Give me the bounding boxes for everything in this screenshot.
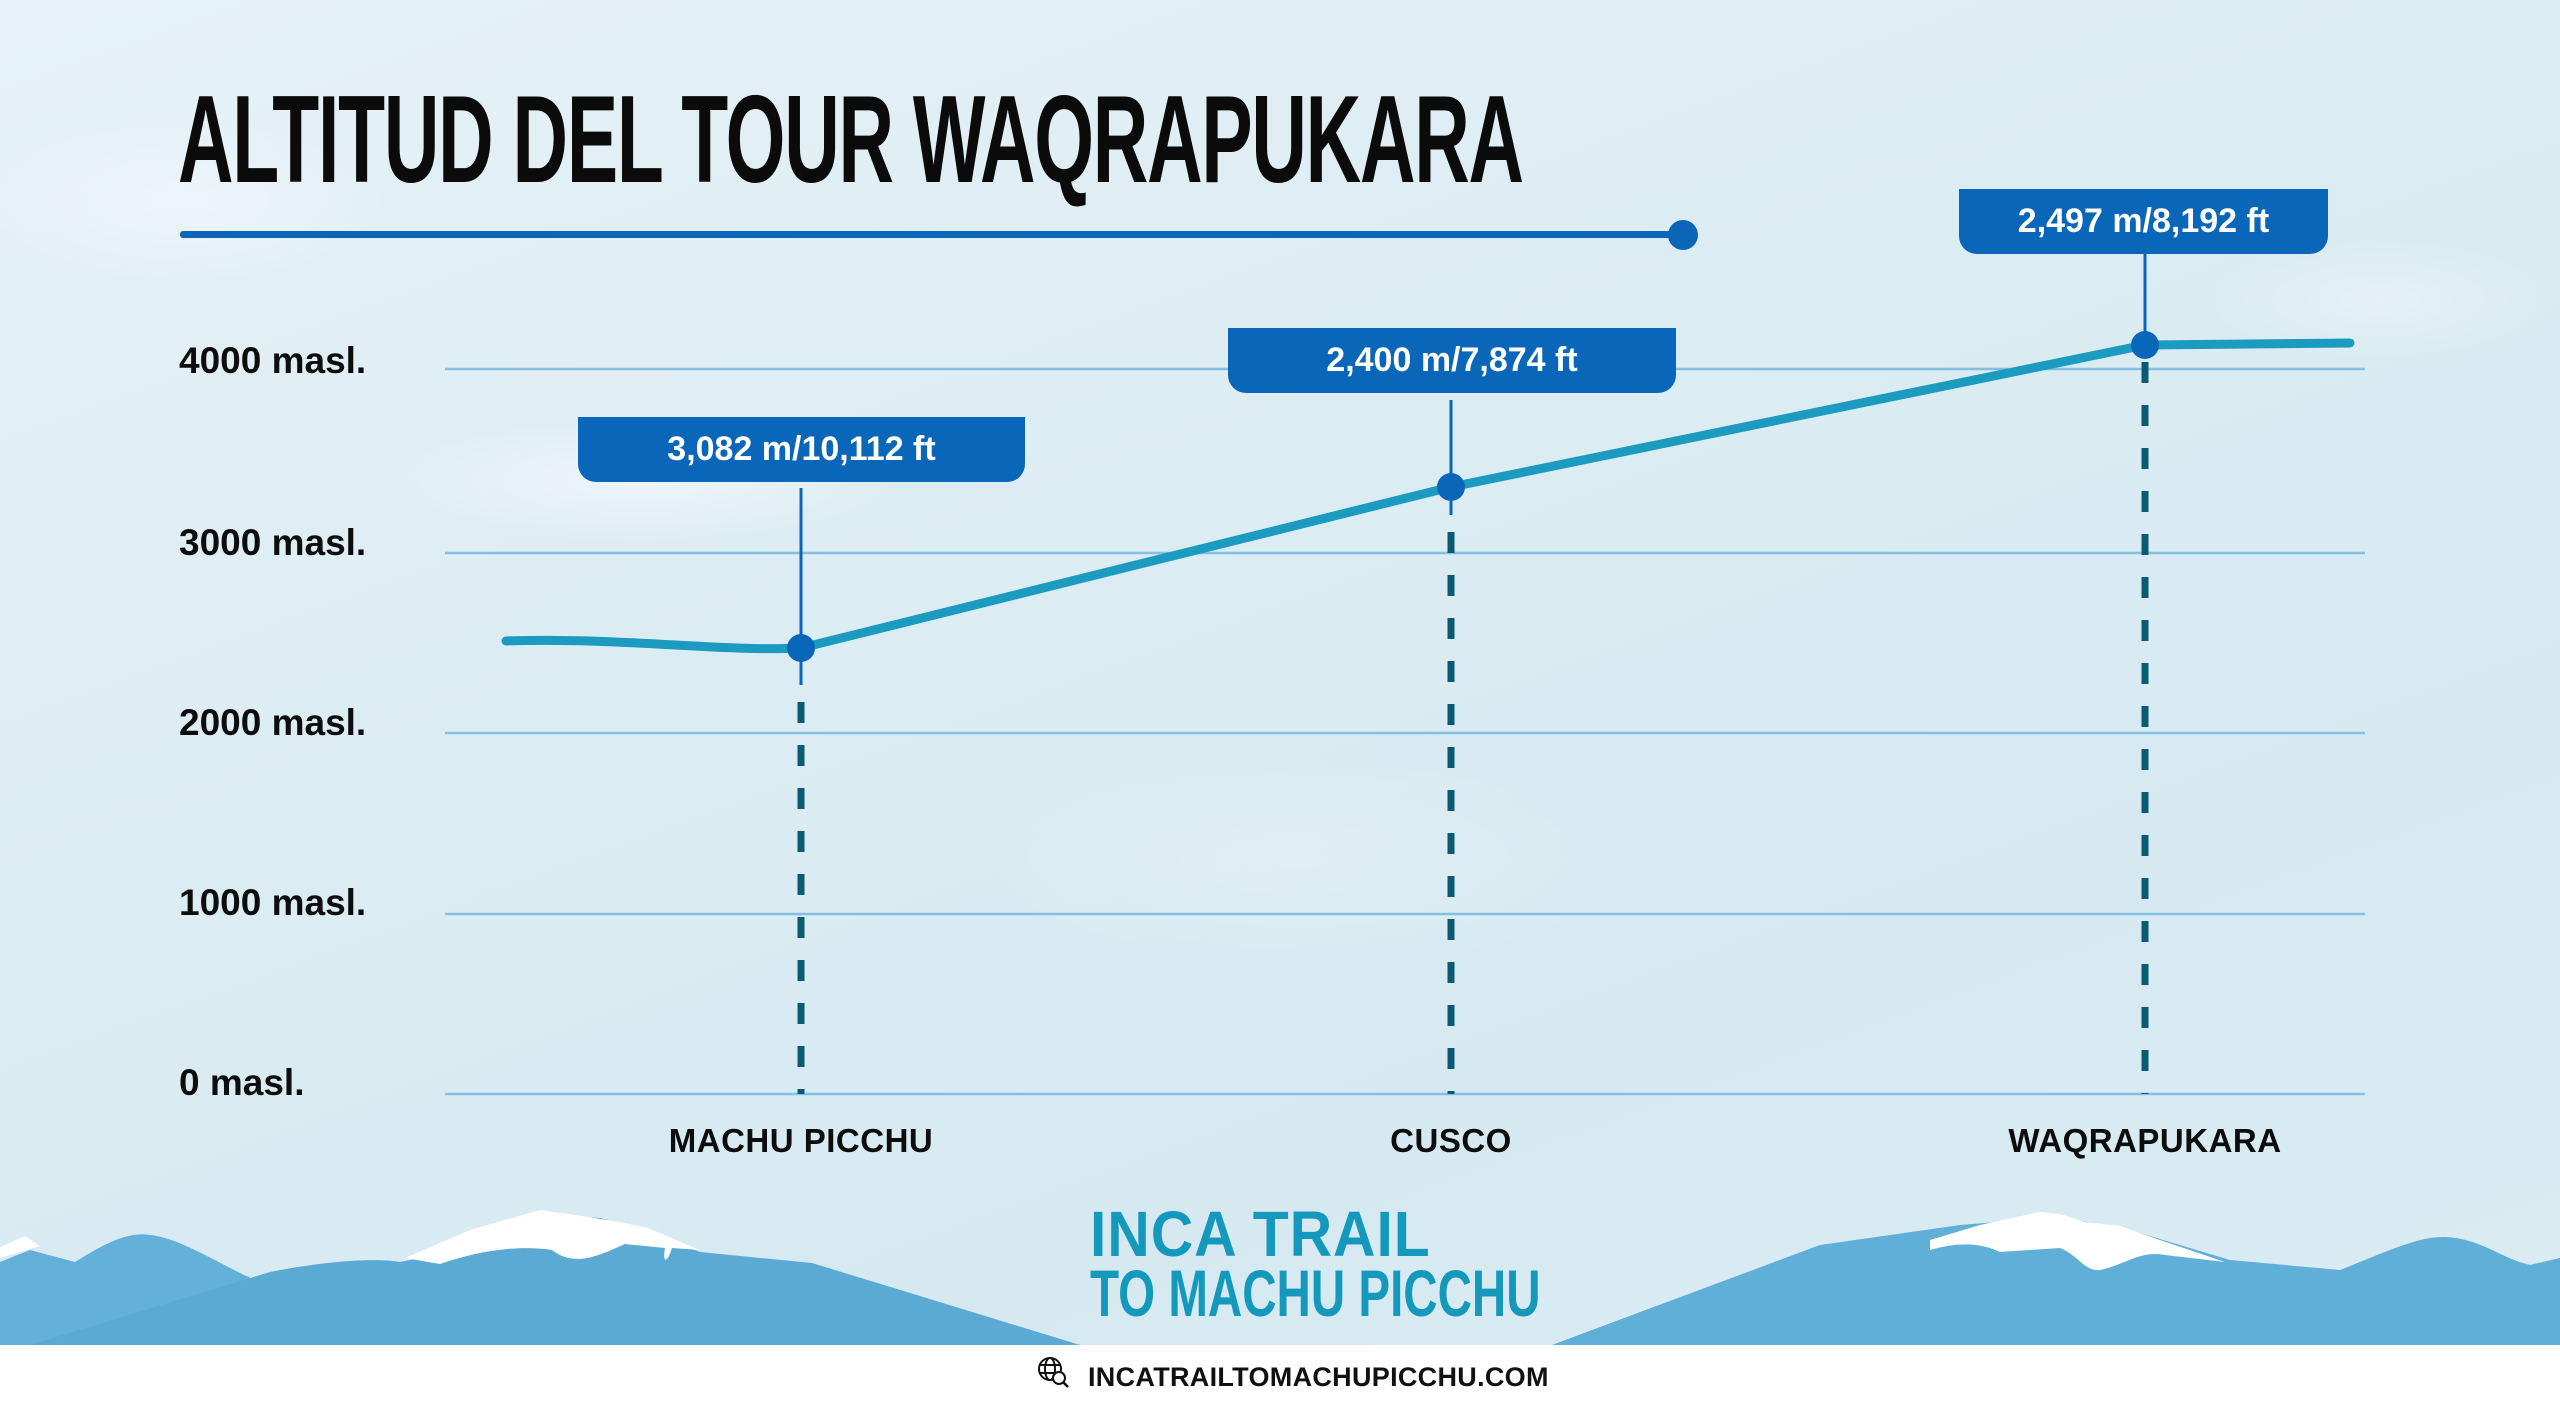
callout-cusco: 2,400 m/7,874 ft — [1228, 328, 1676, 393]
callout-machu-picchu: 3,082 m/10,112 ft — [578, 417, 1025, 482]
mountains-left — [0, 1210, 1080, 1345]
brand-line-1: INCA TRAIL — [1090, 1198, 1431, 1270]
globe-search-icon — [1038, 1357, 1069, 1388]
point-machu-picchu[interactable] — [787, 634, 815, 662]
point-waqrapukara[interactable] — [2131, 331, 2159, 359]
x-tick-label-cusco: CUSCO — [1390, 1122, 1512, 1159]
title-underline — [180, 231, 1685, 238]
x-tick-label-machu-picchu: MACHU PICCHU — [668, 1122, 934, 1159]
title-underline-dot — [1668, 220, 1698, 250]
drop-lines — [797, 362, 2149, 1094]
y-tick-label-2000: 2000 masl. — [179, 702, 367, 743]
y-tick-label-0: 0 masl. — [179, 1062, 305, 1103]
mountains-right — [1552, 1212, 2560, 1345]
y-tick-label-3000: 3000 masl. — [179, 522, 367, 563]
y-tick-label-4000: 4000 masl. — [179, 340, 367, 381]
callout-waqrapukara: 2,497 m/8,192 ft — [1959, 189, 2328, 254]
footer-bar — [0, 1345, 2560, 1408]
brand-line-2: TO MACHU PICCHU — [1090, 1256, 1541, 1330]
brand-logo: INCA TRAIL TO MACHU PICCHU — [1090, 1198, 1541, 1330]
chart-title: ALTITUD DEL TOUR WAQRAPUKARA — [178, 71, 1524, 209]
website-link[interactable]: INCATRAILTOMACHUPICCHU.COM — [1088, 1362, 1549, 1392]
x-tick-label-waqrapukara: WAQRAPUKARA — [2008, 1122, 2282, 1159]
point-cusco[interactable] — [1437, 473, 1465, 501]
y-tick-label-1000: 1000 masl. — [179, 882, 367, 923]
